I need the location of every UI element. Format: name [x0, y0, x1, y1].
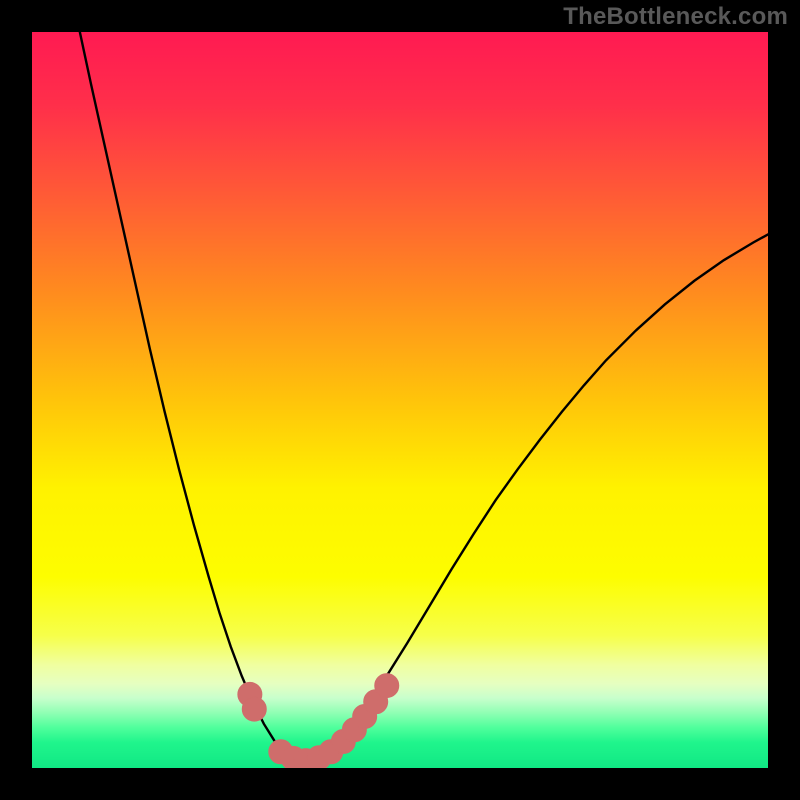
frame-border-left — [0, 0, 32, 800]
chart-stage: TheBottleneck.com — [0, 0, 800, 800]
bottleneck-marker — [242, 697, 266, 721]
bottleneck-curve-chart — [0, 0, 800, 800]
bottleneck-marker — [375, 674, 399, 698]
plot-background — [32, 32, 768, 768]
watermark-text: TheBottleneck.com — [563, 3, 788, 31]
frame-border-bottom — [0, 768, 800, 800]
frame-border-right — [768, 0, 800, 800]
